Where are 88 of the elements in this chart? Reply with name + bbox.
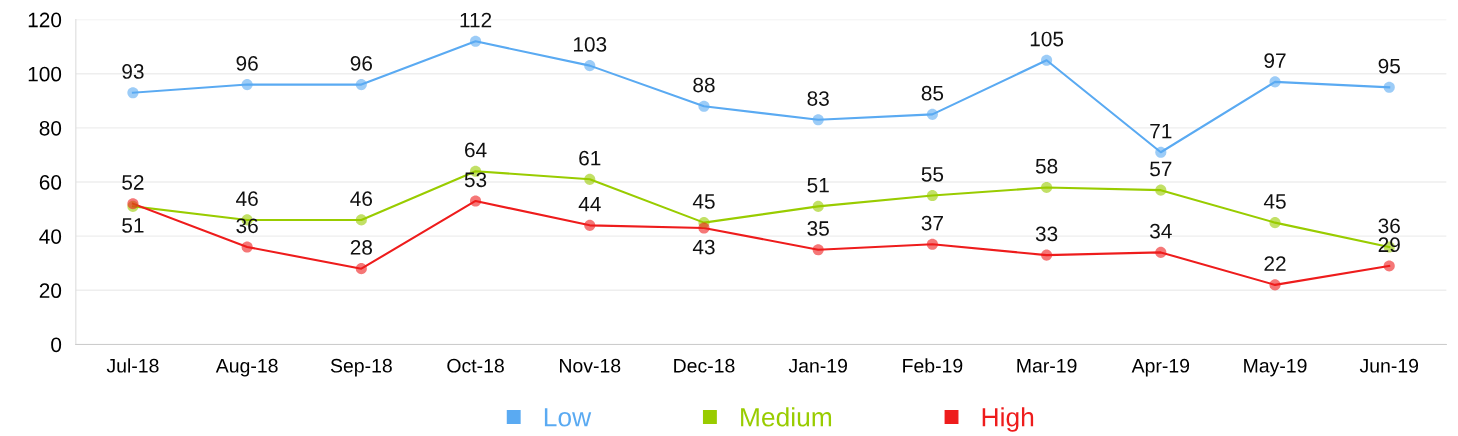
- x-tick-label: Dec-18: [674, 358, 735, 373]
- x-tick-label: Sep-18: [330, 358, 392, 377]
- data-label: 95: [1378, 58, 1400, 74]
- x-tick-label: Jun-19: [1359, 358, 1419, 373]
- point: [1269, 217, 1281, 229]
- point: [1041, 54, 1053, 66]
- point: [1155, 146, 1167, 158]
- point: [241, 241, 253, 253]
- point: [584, 60, 596, 72]
- data-label: 96: [236, 55, 258, 71]
- x-tick-label: Feb-19: [903, 358, 963, 373]
- data-label: 28: [350, 240, 373, 255]
- point: [241, 79, 253, 91]
- data-label: 112: [460, 12, 492, 28]
- x-tick-label: Apr-19: [1131, 358, 1190, 377]
- data-label: 88: [693, 77, 715, 93]
- x-tick-label: Jan-19: [788, 358, 847, 373]
- data-label: 97: [1264, 53, 1286, 69]
- data-label: 57: [1150, 161, 1172, 177]
- x-tick-label: Jul-18: [106, 358, 159, 373]
- point: [1155, 184, 1167, 196]
- data-label: 37: [921, 215, 943, 231]
- data-label: 36: [1378, 218, 1400, 234]
- y-tick-label: 120: [28, 12, 62, 28]
- point: [127, 87, 139, 99]
- y-tick-label: 100: [28, 66, 62, 82]
- data-label: 34: [1150, 223, 1172, 239]
- data-label: 71: [1150, 123, 1172, 139]
- data-label: 83: [807, 91, 829, 106]
- data-label: 53: [464, 172, 487, 188]
- x-tick-label: Oct-18: [447, 358, 504, 373]
- data-label: 46: [350, 191, 373, 207]
- point: [812, 114, 824, 126]
- data-label: 52: [122, 175, 144, 190]
- data-label: 35: [807, 221, 829, 236]
- data-label: 43: [692, 239, 715, 255]
- data-label: 22: [1264, 256, 1286, 271]
- data-label: 33: [1035, 226, 1058, 242]
- y-tick-label: 40: [39, 229, 62, 244]
- data-label: 36: [236, 218, 258, 234]
- y-tick-label: 60: [39, 175, 62, 190]
- y-tick-label: 0: [51, 337, 62, 353]
- data-label: 45: [1263, 194, 1286, 209]
- data-label: 51: [122, 218, 144, 233]
- data-label: 58: [1035, 158, 1058, 174]
- point: [355, 214, 367, 226]
- data-label: 55: [921, 167, 944, 182]
- point: [812, 244, 824, 256]
- x-tick-label: May-19: [1244, 358, 1307, 377]
- point: [926, 238, 938, 250]
- legend-label: Low: [544, 408, 592, 427]
- data-label: 64: [465, 142, 487, 158]
- point: [1269, 76, 1281, 88]
- data-label: 44: [578, 196, 601, 212]
- data-label: 103: [573, 37, 607, 52]
- point: [926, 108, 938, 120]
- point: [812, 200, 824, 212]
- x-tick-label: Aug-18: [215, 358, 278, 377]
- x-tick-label: Mar-19: [1017, 358, 1077, 373]
- data-label: 93: [122, 64, 144, 79]
- point: [926, 190, 938, 202]
- y-tick-label: 20: [39, 283, 62, 299]
- data-label: 51: [807, 178, 829, 193]
- data-label: 61: [579, 150, 601, 166]
- data-label: 46: [236, 191, 258, 207]
- data-label: 96: [350, 55, 373, 71]
- data-label: 85: [921, 85, 944, 101]
- point: [1041, 249, 1053, 261]
- data-label: 45: [692, 194, 715, 209]
- point: [1041, 181, 1053, 193]
- point: [1269, 279, 1281, 291]
- point: [470, 195, 482, 207]
- data-label: 105: [1030, 31, 1064, 47]
- point: [584, 173, 596, 185]
- point: [355, 263, 367, 275]
- point: [1155, 246, 1167, 258]
- point: [1383, 81, 1395, 93]
- point: [584, 219, 596, 231]
- point: [698, 222, 710, 234]
- point: [698, 100, 710, 112]
- point: [470, 35, 482, 47]
- x-tick-label: Nov-18: [560, 358, 621, 373]
- legend-label: Medium: [741, 407, 832, 427]
- point: [1383, 260, 1395, 272]
- legend-label: High: [982, 407, 1034, 432]
- data-label: 29: [1378, 237, 1400, 253]
- point: [355, 79, 367, 91]
- y-tick-label: 80: [39, 120, 62, 136]
